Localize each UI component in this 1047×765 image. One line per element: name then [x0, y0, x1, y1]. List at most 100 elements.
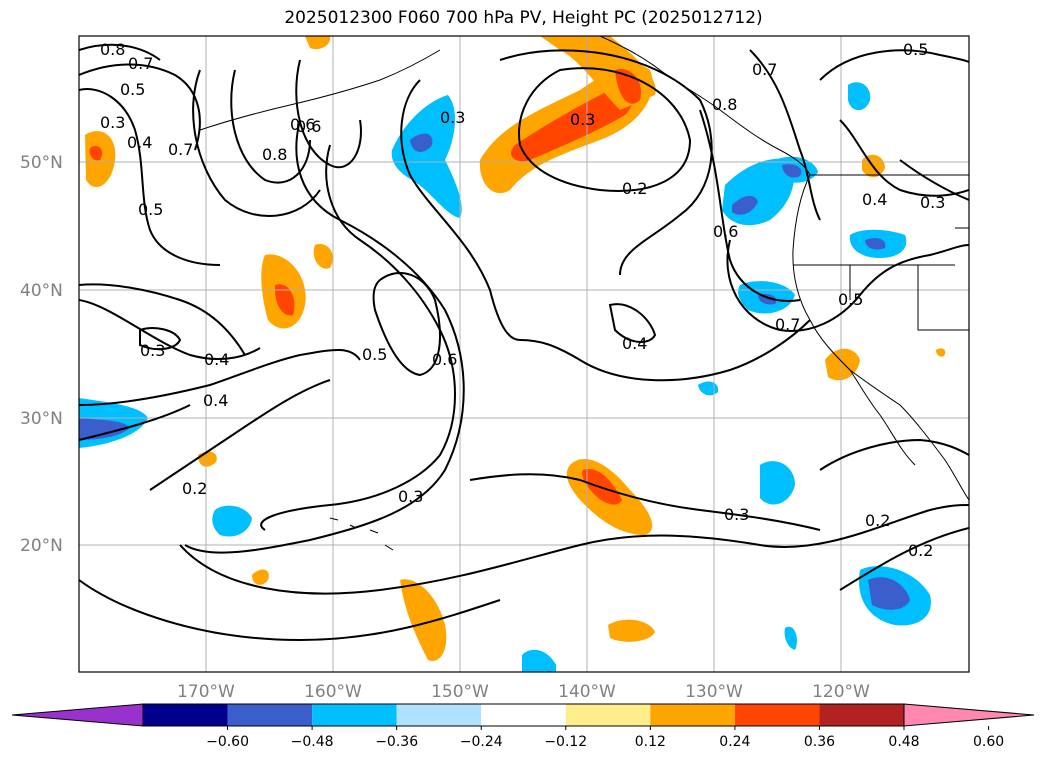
longitude-label: 160°W [304, 682, 362, 702]
contour-0.5-east [726, 239, 969, 332]
contour-0.2-low [518, 67, 692, 192]
contour-label: 0.6 [432, 350, 457, 369]
colorbar-swatch [650, 704, 735, 726]
pv-positive-ne-pacific-core [510, 89, 633, 162]
contour-0.7-east [749, 49, 821, 221]
pv-negative-north [848, 82, 871, 111]
pv-positive-165w-core [274, 284, 295, 316]
longitude-label: 140°W [558, 682, 616, 702]
west-coast [792, 174, 969, 501]
contour-label: 0.5 [138, 200, 163, 219]
colorbar-tick-label: 0.36 [804, 734, 835, 750]
pv-negative-126w [760, 461, 795, 505]
contour-label: 0.4 [127, 133, 152, 152]
contour-label: 0.5 [903, 40, 928, 59]
map-frame [78, 35, 970, 673]
map-title: 2025012300 F060 700 hPa PV, Height PC (2… [284, 8, 763, 28]
contour-0.3-loop [79, 283, 246, 356]
contour-label: 0.2 [865, 511, 890, 530]
colorbar-swatch [227, 704, 313, 726]
contour-0.4-ne [839, 119, 969, 197]
latitude-label: 50°N [20, 153, 63, 173]
contour-0.2-sw [149, 379, 331, 491]
contour-0.2-se2 [839, 527, 969, 591]
contour-0.3-mid [469, 473, 821, 531]
contour-label: 0.3 [100, 113, 125, 132]
pv-negative-ne-core [865, 238, 886, 250]
contour-0.3-low [499, 49, 713, 276]
map-panel: 0.8 0.7 0.3 0.4 0.7 0.5 0.8 0.6 0.3 0.3 … [79, 36, 969, 672]
state-borders [793, 227, 969, 331]
pv-negative-150w [391, 95, 462, 218]
pv-positive-small2 [305, 36, 331, 50]
contour-label: 0.7 [128, 54, 153, 73]
contour-label: 0.3 [570, 110, 595, 129]
pv-negative-168w [212, 505, 252, 537]
contour-label: 0.4 [862, 190, 887, 209]
contour-0.8-ridge [230, 69, 311, 184]
colorbar-swatch [734, 704, 820, 726]
contour-label: 0.5 [120, 80, 145, 99]
colorbar-swatch [143, 704, 228, 726]
colorbar-tick-label: −0.12 [544, 734, 587, 750]
contour-label: 0.2 [622, 179, 647, 198]
contour-labels: 0.8 0.7 0.3 0.4 0.7 0.5 0.8 0.6 0.3 0.3 … [100, 40, 945, 560]
contour-label: 0.4 [622, 334, 647, 353]
colorbar: −0.60 −0.48 −0.36 −0.24 −0.12 0.12 0.24 0.36 0.4… [11, 703, 1035, 750]
colorbar-tick-label: 0.24 [719, 734, 750, 750]
contour-label: 0.8 [712, 95, 737, 114]
aleutian-chain [199, 49, 441, 131]
contour-label: 0.7 [752, 60, 777, 79]
contour-0.6-ridge [260, 144, 456, 531]
contour-label: 0.6 [713, 222, 738, 241]
contour-label: 0.4 [203, 391, 228, 410]
contour-label: 0.3 [398, 487, 423, 506]
contour-0.4-center [608, 303, 657, 343]
contour-0.5-west [79, 88, 221, 266]
colorbar-swatch [565, 704, 651, 726]
colorbar-tick-label: −0.60 [206, 734, 249, 750]
pv-negative-small1 [698, 381, 719, 396]
colorbar-tick-label: 0.12 [635, 734, 666, 750]
contour-label: 0.3 [724, 505, 749, 524]
pv-positive-small5 [936, 348, 946, 357]
hawaii-islands [329, 517, 394, 551]
colorbar-swatch [481, 704, 566, 726]
contour-label: 0.5 [838, 290, 863, 309]
contour-label: 0.6 [296, 117, 321, 136]
colorbar-frame [142, 703, 905, 727]
contour-label: 0.8 [100, 40, 125, 59]
contour-label: 0.2 [908, 541, 933, 560]
contour-label: 0.6 [290, 115, 315, 134]
coastlines [199, 36, 969, 551]
latitude-label: 30°N [20, 409, 63, 429]
contour-0.6-center [295, 59, 362, 169]
baja-peninsula [849, 369, 916, 466]
contour-0.3-ne [899, 159, 969, 201]
pv-negative-vancouver-core [782, 164, 802, 178]
contour-label: 0.7 [775, 315, 800, 334]
contour-0.7-ridge [192, 69, 321, 217]
pv-positive-150w [400, 579, 447, 661]
colorbar-tick-label: −0.48 [291, 734, 334, 750]
contour-label: 0.3 [440, 108, 465, 127]
colorbar-tick-label: −0.24 [460, 734, 503, 750]
colorbar-tick-label: 0.48 [888, 734, 919, 750]
pv-positive-small4 [252, 569, 269, 585]
pv-negative-150w-core [410, 133, 433, 152]
longitude-label: 150°W [431, 682, 489, 702]
colorbar-swatch [819, 704, 904, 726]
longitude-axis: 170°W 160°W 150°W 140°W 130°W 120°W [177, 682, 870, 702]
graticule [79, 36, 969, 672]
contour-0.3-inner [139, 327, 182, 351]
height-contours [79, 43, 969, 642]
colorbar-extend-low [11, 703, 144, 727]
contour-label: 0.8 [262, 145, 287, 164]
pv-shading [79, 36, 946, 672]
contour-label: 0.4 [204, 350, 229, 369]
contour-0.2-se [819, 438, 969, 471]
pv-negative-small2 [522, 649, 556, 672]
latitude-label: 20°N [20, 536, 63, 556]
latitude-axis: 50°N 40°N 30°N 20°N [20, 153, 63, 556]
